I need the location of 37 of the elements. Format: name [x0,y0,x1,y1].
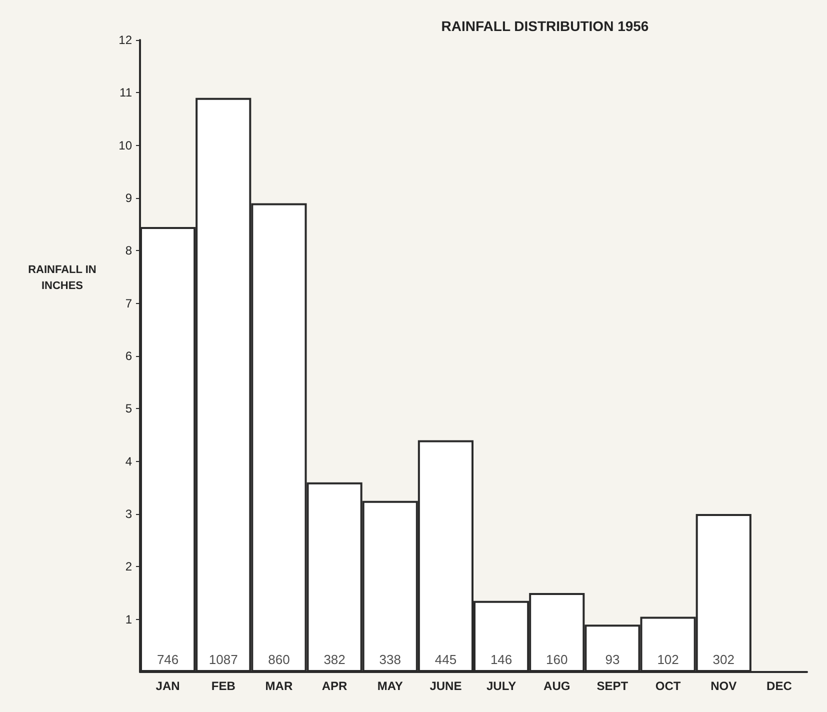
x-tick-label: APR [322,679,348,693]
annotation: 445 [434,652,457,667]
y-tick-label: 8 [125,244,132,258]
annotation: 302 [712,652,734,667]
x-tick-label: MAR [265,679,293,693]
x-tick-label: JAN [156,679,180,693]
annotation: 746 [156,652,179,667]
chart-title: RAINFALL DISTRIBUTION 1956 [441,18,649,34]
annotation: 860 [268,652,290,667]
annotation: 1087 [208,652,238,667]
y-tick-label: 4 [125,454,132,468]
x-tick-label: DEC [766,679,792,693]
x-tick-label: MAY [377,679,403,693]
y-tick-label: 6 [125,349,132,363]
y-tick-label: 3 [125,507,132,521]
y-tick-label: 9 [125,191,132,205]
x-tick-label: JULY [486,679,516,693]
y-tick-label: 12 [118,33,132,47]
annotation: 160 [546,652,568,667]
x-tick-label: JUNE [430,679,462,693]
y-tick-label: 1 [125,612,132,626]
y-tick-label: 5 [125,402,132,416]
annotation: 338 [379,652,401,667]
annotation: 93 [605,652,620,667]
x-tick-label: OCT [655,679,682,693]
x-tick-label: NOV [710,679,737,693]
annotation: 382 [324,652,346,667]
y-axis-title: RAINFALL IN INCHES [28,264,96,292]
y-tick-label: 11 [120,86,132,100]
x-tick-label: SEPT [596,679,629,693]
annotation: 102 [657,652,679,667]
y-tick-label: 10 [118,138,132,152]
y-tick-label: 7 [125,296,132,310]
x-tick-label: AUG [544,679,570,693]
annotation: 146 [490,652,512,667]
y-tick-label: 2 [125,560,132,574]
x-tick-label: FEB [211,679,236,693]
